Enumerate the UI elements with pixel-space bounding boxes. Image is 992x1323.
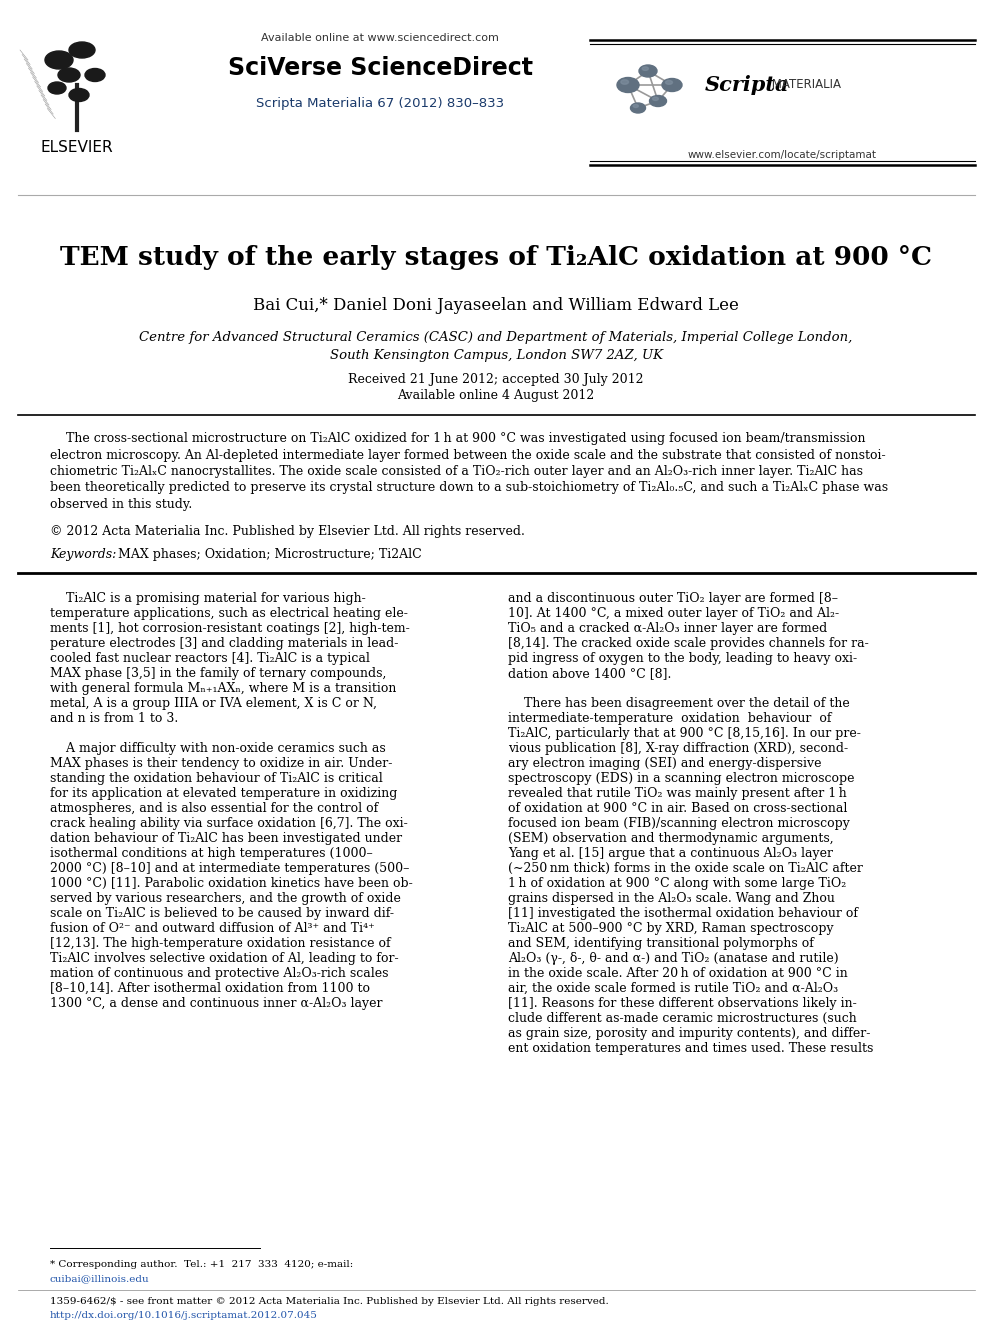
Text: grains dispersed in the Al₂O₃ scale. Wang and Zhou: grains dispersed in the Al₂O₃ scale. Wan… <box>508 892 835 905</box>
Text: chiometric Ti₂AlₓC nanocrystallites. The oxide scale consisted of a TiO₂-rich ou: chiometric Ti₂AlₓC nanocrystallites. The… <box>50 464 863 478</box>
Text: mation of continuous and protective Al₂O₃-rich scales: mation of continuous and protective Al₂O… <box>50 967 389 980</box>
Text: in the oxide scale. After 20 h of oxidation at 900 °C in: in the oxide scale. After 20 h of oxidat… <box>508 967 848 980</box>
Text: MAX phase [3,5] in the family of ternary compounds,: MAX phase [3,5] in the family of ternary… <box>50 667 386 680</box>
Text: for its application at elevated temperature in oxidizing: for its application at elevated temperat… <box>50 787 398 800</box>
Text: Ti₂AlC involves selective oxidation of Al, leading to for-: Ti₂AlC involves selective oxidation of A… <box>50 953 399 964</box>
Text: intermediate-temperature  oxidation  behaviour  of: intermediate-temperature oxidation behav… <box>508 712 831 725</box>
Text: SciVerse ScienceDirect: SciVerse ScienceDirect <box>227 56 533 79</box>
Text: scale on Ti₂AlC is believed to be caused by inward dif-: scale on Ti₂AlC is believed to be caused… <box>50 908 394 919</box>
Text: 1359-6462/$ - see front matter © 2012 Acta Materialia Inc. Published by Elsevier: 1359-6462/$ - see front matter © 2012 Ac… <box>50 1297 609 1306</box>
Text: cuibai@illinois.edu: cuibai@illinois.edu <box>50 1274 150 1283</box>
Text: Yang et al. [15] argue that a continuous Al₂O₃ layer: Yang et al. [15] argue that a continuous… <box>508 847 833 860</box>
Ellipse shape <box>69 89 89 102</box>
Text: cooled fast nuclear reactors [4]. Ti₂AlC is a typical: cooled fast nuclear reactors [4]. Ti₂AlC… <box>50 652 370 665</box>
Text: temperature applications, such as electrical heating ele-: temperature applications, such as electr… <box>50 607 408 620</box>
Text: ary electron imaging (SEI) and energy-dispersive: ary electron imaging (SEI) and energy-di… <box>508 757 821 770</box>
Text: Available online 4 August 2012: Available online 4 August 2012 <box>398 389 594 402</box>
Text: * Corresponding author.  Tel.: +1  217  333  4120; e-mail:: * Corresponding author. Tel.: +1 217 333… <box>50 1259 353 1269</box>
Text: 1300 °C, a dense and continuous inner α-Al₂O₃ layer: 1300 °C, a dense and continuous inner α-… <box>50 998 383 1009</box>
Bar <box>18 20 136 135</box>
Ellipse shape <box>662 78 682 91</box>
Text: vious publication [8], X-ray diffraction (XRD), second-: vious publication [8], X-ray diffraction… <box>508 742 848 755</box>
Text: http://dx.doi.org/10.1016/j.scriptamat.2012.07.045: http://dx.doi.org/10.1016/j.scriptamat.2… <box>50 1311 317 1320</box>
Text: TEM study of the early stages of Ti₂AlC oxidation at 900 °C: TEM study of the early stages of Ti₂AlC … <box>60 246 932 270</box>
Text: ent oxidation temperatures and times used. These results: ent oxidation temperatures and times use… <box>508 1043 873 1054</box>
Text: with general formula Mₙ₊₁AXₙ, where M is a transition: with general formula Mₙ₊₁AXₙ, where M is… <box>50 681 397 695</box>
Text: and a discontinuous outer TiO₂ layer are formed [8–: and a discontinuous outer TiO₂ layer are… <box>508 591 838 605</box>
Text: Ti₂AlC, particularly that at 900 °C [8,15,16]. In our pre-: Ti₂AlC, particularly that at 900 °C [8,1… <box>508 728 861 740</box>
Text: [11] investigated the isothermal oxidation behaviour of: [11] investigated the isothermal oxidati… <box>508 908 858 919</box>
Ellipse shape <box>653 97 659 101</box>
Text: revealed that rutile TiO₂ was mainly present after 1 h: revealed that rutile TiO₂ was mainly pre… <box>508 787 847 800</box>
Text: Received 21 June 2012; accepted 30 July 2012: Received 21 June 2012; accepted 30 July … <box>348 373 644 386</box>
Ellipse shape <box>639 65 657 77</box>
Text: spectroscopy (EDS) in a scanning electron microscope: spectroscopy (EDS) in a scanning electro… <box>508 773 854 785</box>
Ellipse shape <box>631 103 646 112</box>
Text: 1 h of oxidation at 900 °C along with some large TiO₂: 1 h of oxidation at 900 °C along with so… <box>508 877 846 890</box>
Text: fusion of O²⁻ and outward diffusion of Al³⁺ and Ti⁴⁺: fusion of O²⁻ and outward diffusion of A… <box>50 922 375 935</box>
Ellipse shape <box>58 67 80 82</box>
Text: been theoretically predicted to preserve its crystal structure down to a sub-sto: been theoretically predicted to preserve… <box>50 482 888 495</box>
Text: ments [1], hot corrosion-resistant coatings [2], high-tem-: ments [1], hot corrosion-resistant coati… <box>50 622 410 635</box>
Text: Centre for Advanced Structural Ceramics (CASC) and Department of Materials, Impe: Centre for Advanced Structural Ceramics … <box>139 331 853 344</box>
Text: and SEM, identifying transitional polymorphs of: and SEM, identifying transitional polymo… <box>508 937 813 950</box>
Text: Scripta Materialia 67 (2012) 830–833: Scripta Materialia 67 (2012) 830–833 <box>256 98 504 111</box>
Text: perature electrodes [3] and cladding materials in lead-: perature electrodes [3] and cladding mat… <box>50 636 399 650</box>
Ellipse shape <box>621 79 629 85</box>
Text: observed in this study.: observed in this study. <box>50 497 192 511</box>
Ellipse shape <box>633 105 639 107</box>
Text: Available online at www.sciencedirect.com: Available online at www.sciencedirect.co… <box>261 33 499 44</box>
Text: isothermal conditions at high temperatures (1000–: isothermal conditions at high temperatur… <box>50 847 373 860</box>
Text: ELSEVIER: ELSEVIER <box>41 140 113 156</box>
Text: [11]. Reasons for these different observations likely in-: [11]. Reasons for these different observ… <box>508 998 857 1009</box>
Text: A major difficulty with non-oxide ceramics such as: A major difficulty with non-oxide cerami… <box>50 742 386 755</box>
Text: MAX phases; Oxidation; Microstructure; Ti2AlC: MAX phases; Oxidation; Microstructure; T… <box>118 548 422 561</box>
Text: dation behaviour of Ti₂AlC has been investigated under: dation behaviour of Ti₂AlC has been inve… <box>50 832 402 845</box>
Text: focused ion beam (FIB)/scanning electron microscopy: focused ion beam (FIB)/scanning electron… <box>508 818 850 830</box>
Text: Ti₂AlC is a promising material for various high-: Ti₂AlC is a promising material for vario… <box>50 591 366 605</box>
Ellipse shape <box>650 95 667 106</box>
Text: atmospheres, and is also essential for the control of: atmospheres, and is also essential for t… <box>50 802 378 815</box>
Text: and n is from 1 to 3.: and n is from 1 to 3. <box>50 712 179 725</box>
Text: 2000 °C) [8–10] and at intermediate temperatures (500–: 2000 °C) [8–10] and at intermediate temp… <box>50 863 410 875</box>
Ellipse shape <box>617 78 639 93</box>
Text: air, the oxide scale formed is rutile TiO₂ and α-Al₂O₃: air, the oxide scale formed is rutile Ti… <box>508 982 838 995</box>
Text: Keywords:: Keywords: <box>50 548 116 561</box>
Text: 10]. At 1400 °C, a mixed outer layer of TiO₂ and Al₂-: 10]. At 1400 °C, a mixed outer layer of … <box>508 607 839 620</box>
Ellipse shape <box>69 42 95 58</box>
Text: Al₂O₃ (γ-, δ-, θ- and α-) and TiO₂ (anatase and rutile): Al₂O₃ (γ-, δ-, θ- and α-) and TiO₂ (anat… <box>508 953 838 964</box>
Ellipse shape <box>642 66 649 70</box>
Text: Bai Cui,* Daniel Doni Jayaseelan and William Edward Lee: Bai Cui,* Daniel Doni Jayaseelan and Wil… <box>253 296 739 314</box>
Text: MATERIALIA: MATERIALIA <box>768 78 841 91</box>
Text: The cross-sectional microstructure on Ti₂AlC oxidized for 1 h at 900 °C was inve: The cross-sectional microstructure on Ti… <box>50 433 865 445</box>
Text: 1000 °C) [11]. Parabolic oxidation kinetics have been ob-: 1000 °C) [11]. Parabolic oxidation kinet… <box>50 877 413 890</box>
Text: dation above 1400 °C [8].: dation above 1400 °C [8]. <box>508 667 672 680</box>
Text: © 2012 Acta Materialia Inc. Published by Elsevier Ltd. All rights reserved.: © 2012 Acta Materialia Inc. Published by… <box>50 525 525 538</box>
Ellipse shape <box>666 81 673 85</box>
Text: Scripta: Scripta <box>705 75 790 95</box>
Text: (∼250 nm thick) forms in the oxide scale on Ti₂AlC after: (∼250 nm thick) forms in the oxide scale… <box>508 863 863 875</box>
Ellipse shape <box>45 52 73 69</box>
Text: crack healing ability via surface oxidation [6,7]. The oxi-: crack healing ability via surface oxidat… <box>50 818 408 830</box>
Text: of oxidation at 900 °C in air. Based on cross-sectional: of oxidation at 900 °C in air. Based on … <box>508 802 847 815</box>
Text: as grain size, porosity and impurity contents), and differ-: as grain size, porosity and impurity con… <box>508 1027 870 1040</box>
Text: electron microscopy. An Al-depleted intermediate layer formed between the oxide : electron microscopy. An Al-depleted inte… <box>50 448 886 462</box>
Text: served by various researchers, and the growth of oxide: served by various researchers, and the g… <box>50 892 401 905</box>
Text: (SEM) observation and thermodynamic arguments,: (SEM) observation and thermodynamic argu… <box>508 832 833 845</box>
Text: Ti₂AlC at 500–900 °C by XRD, Raman spectroscopy: Ti₂AlC at 500–900 °C by XRD, Raman spect… <box>508 922 833 935</box>
Text: TiO₅ and a cracked α-Al₂O₃ inner layer are formed: TiO₅ and a cracked α-Al₂O₃ inner layer a… <box>508 622 827 635</box>
Text: standing the oxidation behaviour of Ti₂AlC is critical: standing the oxidation behaviour of Ti₂A… <box>50 773 383 785</box>
Text: There has been disagreement over the detail of the: There has been disagreement over the det… <box>508 697 850 710</box>
Text: South Kensington Campus, London SW7 2AZ, UK: South Kensington Campus, London SW7 2AZ,… <box>329 348 663 361</box>
Text: metal, A is a group IIIA or IVA element, X is C or N,: metal, A is a group IIIA or IVA element,… <box>50 697 377 710</box>
Text: pid ingress of oxygen to the body, leading to heavy oxi-: pid ingress of oxygen to the body, leadi… <box>508 652 857 665</box>
Text: [8–10,14]. After isothermal oxidation from 1100 to: [8–10,14]. After isothermal oxidation fr… <box>50 982 370 995</box>
Text: MAX phases is their tendency to oxidize in air. Under-: MAX phases is their tendency to oxidize … <box>50 757 393 770</box>
Ellipse shape <box>85 69 105 82</box>
Text: clude different as-made ceramic microstructures (such: clude different as-made ceramic microstr… <box>508 1012 857 1025</box>
Text: [12,13]. The high-temperature oxidation resistance of: [12,13]. The high-temperature oxidation … <box>50 937 391 950</box>
Ellipse shape <box>48 82 66 94</box>
Text: [8,14]. The cracked oxide scale provides channels for ra-: [8,14]. The cracked oxide scale provides… <box>508 636 869 650</box>
Text: www.elsevier.com/locate/scriptamat: www.elsevier.com/locate/scriptamat <box>688 149 877 160</box>
